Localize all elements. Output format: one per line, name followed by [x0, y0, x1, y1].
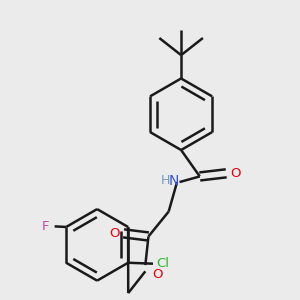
Text: O: O [152, 268, 163, 281]
Text: Cl: Cl [156, 257, 169, 270]
Text: O: O [230, 167, 241, 180]
Text: O: O [109, 227, 119, 240]
Text: H: H [161, 174, 170, 187]
Text: F: F [41, 220, 49, 233]
Text: N: N [168, 174, 178, 188]
